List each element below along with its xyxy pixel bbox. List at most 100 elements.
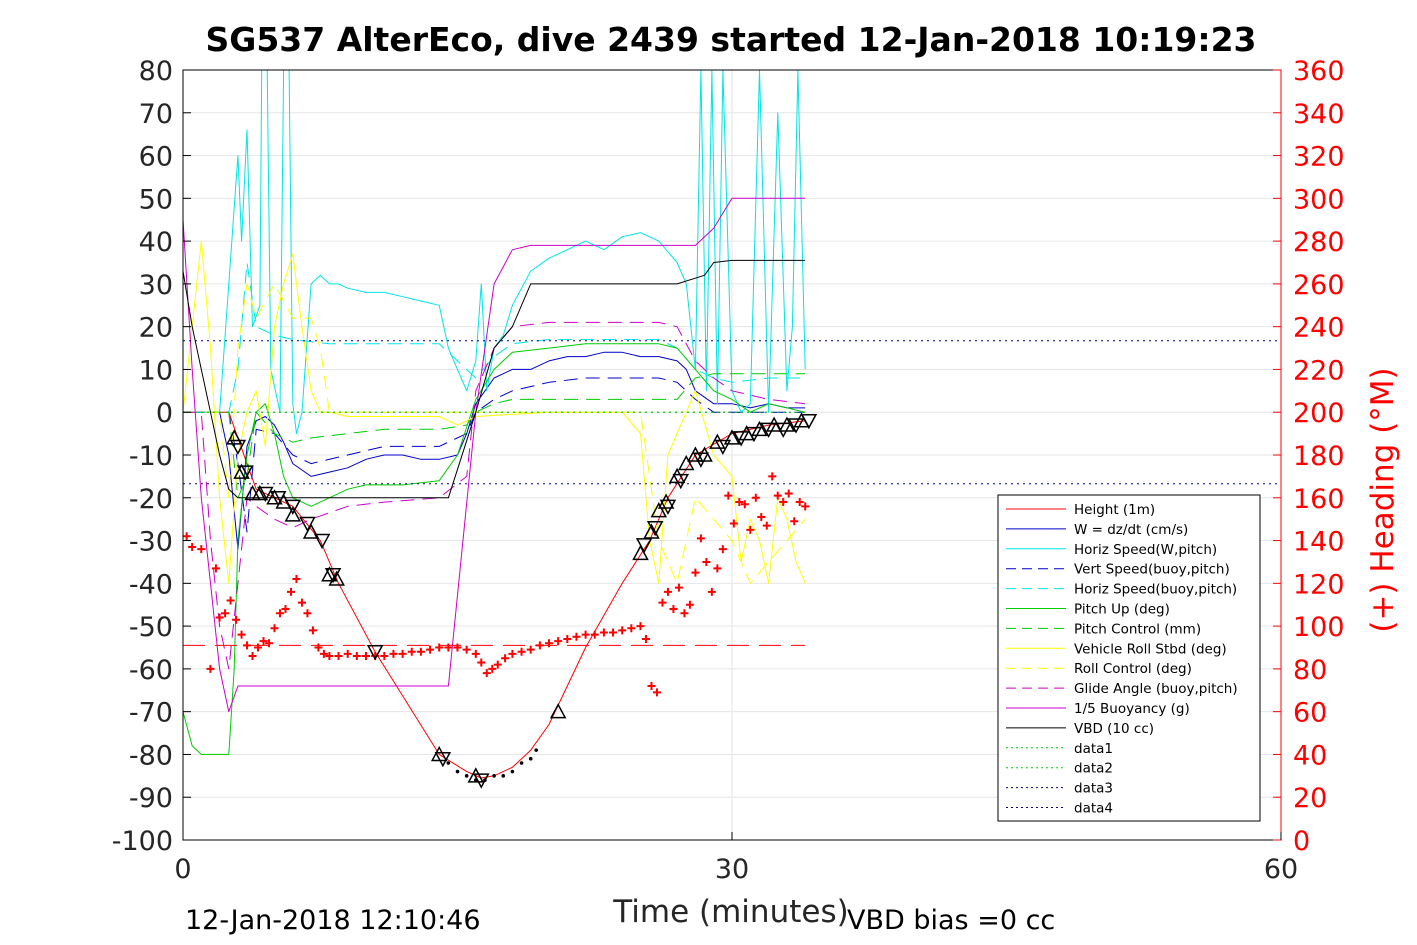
depth-marker-down <box>284 499 302 515</box>
legend-label: data1 <box>1074 741 1113 757</box>
heading-point <box>762 521 771 530</box>
heading-point <box>292 575 301 584</box>
heading-point <box>590 630 599 639</box>
heading-point <box>453 643 462 652</box>
depth-marker-down <box>324 568 342 584</box>
heading-point <box>508 649 517 658</box>
heading-point <box>243 641 252 650</box>
series-roll <box>183 240 806 584</box>
legend-label: data3 <box>1074 781 1113 797</box>
depth-marker-down <box>760 422 777 438</box>
heading-point <box>237 630 246 639</box>
legend-label: Roll Control (deg) <box>1074 661 1192 677</box>
axes: -100-90-80-70-60-50-40-30-20-10010203040… <box>112 56 1345 885</box>
heading-point <box>352 652 361 661</box>
footer-timestamp: 12-Jan-2018 12:10:46 <box>185 905 481 936</box>
series-horiz_buoy <box>183 262 806 413</box>
y-tick-label: 20 <box>139 313 173 344</box>
x-tick-label: 0 <box>174 854 191 885</box>
heading-point <box>652 688 661 697</box>
y-right-tick-label: 0 <box>1293 826 1310 857</box>
y-tick-label: -50 <box>129 612 173 643</box>
legend-label: 1/5 Buoyancy (g) <box>1074 701 1190 717</box>
depth-marker-up <box>650 502 668 518</box>
heading-point <box>314 643 323 652</box>
right-axis-label: (+) Heading (°M) <box>1365 367 1401 632</box>
heading-point <box>724 491 733 500</box>
heading-point <box>757 513 766 522</box>
depth-dot <box>534 748 538 752</box>
depth-marker-down <box>774 422 792 438</box>
y-right-tick-label: 200 <box>1293 398 1345 429</box>
y-tick-label: -70 <box>129 698 173 729</box>
y-tick-label: 50 <box>139 184 173 215</box>
heading-point <box>663 587 672 596</box>
x-tick-label: 30 <box>715 854 749 885</box>
heading-point <box>718 545 727 554</box>
heading-point <box>265 639 274 648</box>
heading-point <box>197 545 206 554</box>
series-vert_buoy <box>183 377 806 533</box>
heading-point <box>581 630 590 639</box>
y-tick-label: 60 <box>139 142 173 173</box>
y-right-tick-label: 180 <box>1293 441 1345 472</box>
depth-dot <box>528 756 533 761</box>
depth-marker-up <box>723 429 741 445</box>
depth-marker-down <box>800 414 818 430</box>
y-right-tick-label: 360 <box>1293 56 1345 87</box>
y-right-tick-label: 220 <box>1293 355 1345 386</box>
heading-point <box>281 605 290 613</box>
heading-point <box>647 682 656 690</box>
depth-marker-down <box>787 418 805 434</box>
depth-marker-down <box>269 491 287 507</box>
heading-point <box>248 652 257 661</box>
heading-point <box>680 609 689 618</box>
y-right-tick-label: 120 <box>1293 569 1345 600</box>
heading-point <box>609 628 618 637</box>
heading-point <box>206 664 215 673</box>
y-right-tick-label: 240 <box>1293 313 1345 344</box>
heading-point <box>618 626 627 635</box>
depth-dot <box>519 761 524 765</box>
y-right-tick-label: 60 <box>1293 698 1327 729</box>
heading-point <box>183 532 191 541</box>
heading-point <box>211 564 220 573</box>
heading-point <box>398 649 407 658</box>
depth-marker-down <box>732 431 750 447</box>
heading-point <box>669 605 678 613</box>
heading-point <box>389 649 398 658</box>
x-tick-label: 60 <box>1264 854 1298 885</box>
y-tick-label: 30 <box>139 270 173 301</box>
depth-marker-up <box>677 454 695 471</box>
depth-marker-up <box>687 446 704 462</box>
depth-marker-down <box>745 426 763 443</box>
heading-point <box>226 596 235 605</box>
heading-point <box>751 493 760 502</box>
heading-point <box>232 615 241 624</box>
heading-point <box>435 643 444 652</box>
heading-point <box>554 637 563 646</box>
heading-point <box>275 609 284 618</box>
heading-point <box>563 634 572 643</box>
y-right-tick-label: 80 <box>1293 655 1327 686</box>
depth-marker-down <box>646 520 664 537</box>
x-axis-label: Time (minutes) <box>612 894 848 930</box>
y-right-tick-label: 140 <box>1293 527 1345 558</box>
heading-point <box>297 598 306 607</box>
heading-point <box>215 613 224 622</box>
heading-point <box>270 624 279 633</box>
depth-dot <box>464 774 469 778</box>
depth-marker-down <box>659 499 677 515</box>
heading-point <box>599 628 608 637</box>
legend-label: Horiz Speed(buoy,pitch) <box>1074 582 1237 598</box>
heading-point <box>779 498 788 507</box>
heading-point <box>696 534 705 543</box>
depth-marker-down <box>692 452 710 468</box>
heading-point <box>362 652 370 661</box>
heading-point <box>790 517 799 526</box>
y-tick-label: 10 <box>139 355 173 386</box>
depth-marker-up <box>251 484 269 501</box>
heading-point <box>259 637 268 646</box>
series-pitch_ctrl <box>183 373 806 499</box>
y-right-tick-label: 160 <box>1293 484 1345 515</box>
